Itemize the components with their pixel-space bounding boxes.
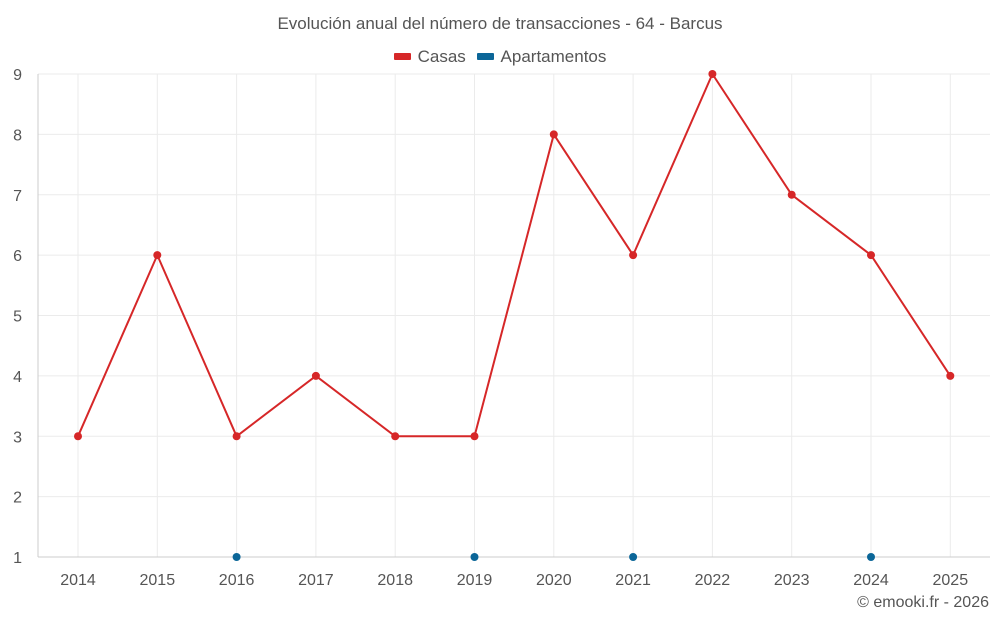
legend-label-casas: Casas	[417, 46, 466, 66]
data-point-casas	[629, 251, 638, 260]
legend-item-casas[interactable]: Casas	[393, 46, 466, 67]
x-tick-label: 2017	[298, 572, 334, 589]
data-point-casas	[708, 70, 717, 78]
legend-label-apartamentos: Apartamentos	[500, 46, 607, 66]
data-point-apartamentos	[867, 553, 875, 561]
data-point-casas	[311, 371, 320, 380]
x-tick-label: 2022	[695, 572, 731, 589]
y-tick-label: 3	[13, 429, 22, 446]
legend: Casas Apartamentos	[0, 45, 1000, 67]
y-tick-label: 7	[13, 188, 22, 205]
data-point-casas	[946, 371, 955, 380]
data-point-casas	[787, 190, 796, 199]
legend-item-apartamentos[interactable]: Apartamentos	[476, 46, 607, 67]
x-tick-label: 2025	[933, 572, 969, 589]
data-point-casas	[549, 130, 558, 139]
y-tick-label: 5	[13, 309, 22, 326]
y-tick-label: 6	[13, 248, 22, 265]
data-point-casas	[391, 432, 400, 441]
y-tick-label: 4	[13, 369, 22, 386]
y-tick-label: 8	[13, 127, 22, 144]
data-point-casas	[232, 432, 241, 441]
data-point-casas	[470, 432, 479, 441]
chart-title: Evolución anual del número de transaccio…	[277, 14, 723, 33]
data-point-casas	[74, 432, 82, 441]
x-tick-label: 2014	[60, 572, 96, 589]
y-tick-label: 1	[13, 550, 22, 567]
x-tick-label: 2015	[140, 572, 176, 589]
credit-text: © emooki.fr - 2026	[857, 594, 989, 611]
data-point-apartamentos	[629, 553, 638, 561]
x-tick-label: 2021	[615, 572, 651, 589]
data-point-casas	[153, 251, 162, 260]
x-tick-label: 2024	[853, 572, 889, 589]
x-tick-label: 2018	[377, 572, 413, 589]
y-tick-label: 9	[13, 67, 22, 84]
data-point-casas	[867, 251, 875, 260]
x-tick-label: 2023	[774, 572, 810, 589]
y-tick-label: 2	[13, 490, 22, 507]
data-point-apartamentos	[470, 553, 479, 561]
x-tick-label: 2020	[536, 572, 572, 589]
x-tick-label: 2019	[457, 572, 493, 589]
legend-swatch-casas	[393, 53, 411, 60]
data-point-apartamentos	[232, 553, 241, 561]
x-tick-label: 2016	[219, 572, 255, 589]
legend-swatch-apartamentos	[476, 53, 494, 60]
series-line-casas	[77, 73, 952, 438]
